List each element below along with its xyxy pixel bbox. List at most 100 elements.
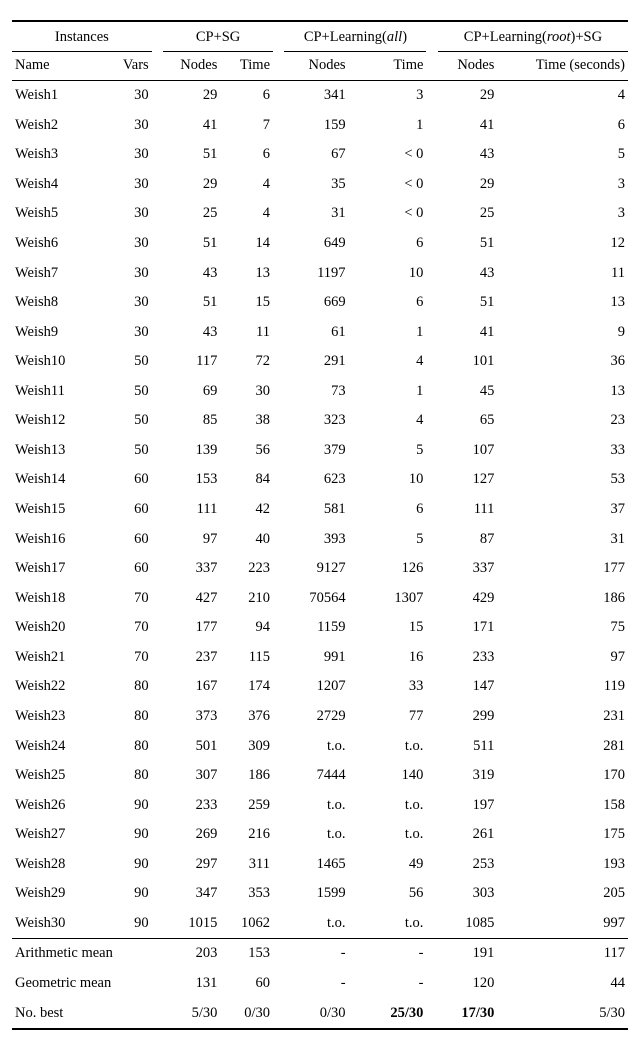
cell: 43 bbox=[163, 259, 220, 289]
cell: 51 bbox=[438, 288, 498, 318]
cell: 170 bbox=[497, 761, 628, 791]
table-row: Weish115069307314513 bbox=[12, 377, 628, 407]
cell: 0/30 bbox=[284, 999, 348, 1030]
cell: 30 bbox=[220, 377, 273, 407]
cell: Weish29 bbox=[12, 879, 106, 909]
cell: 6 bbox=[220, 81, 273, 111]
cell: 119 bbox=[497, 672, 628, 702]
cell: 15 bbox=[349, 613, 427, 643]
cell: 41 bbox=[438, 318, 498, 348]
table-row: Weish53025431< 0253 bbox=[12, 199, 628, 229]
col-group-cpsg: CP+SG bbox=[163, 21, 273, 51]
cell: 90 bbox=[106, 820, 152, 850]
cell: 70 bbox=[106, 613, 152, 643]
cell: 337 bbox=[438, 554, 498, 584]
cell: 171 bbox=[438, 613, 498, 643]
cell: 49 bbox=[349, 850, 427, 880]
cell: 25/30 bbox=[349, 999, 427, 1030]
cell: 4 bbox=[349, 406, 427, 436]
cell: 40 bbox=[220, 525, 273, 555]
cell: 90 bbox=[106, 791, 152, 821]
cell: 153 bbox=[163, 465, 220, 495]
cell: t.o. bbox=[284, 732, 348, 762]
cell: Geometric mean bbox=[12, 969, 152, 999]
cell: 353 bbox=[220, 879, 273, 909]
table-row: Weish1250853832346523 bbox=[12, 406, 628, 436]
cell: 159 bbox=[284, 111, 348, 141]
table-row: Weish20701779411591517175 bbox=[12, 613, 628, 643]
cell: 72 bbox=[220, 347, 273, 377]
cell: 56 bbox=[349, 879, 427, 909]
cell: t.o. bbox=[284, 909, 348, 939]
cell: 623 bbox=[284, 465, 348, 495]
cell: 997 bbox=[497, 909, 628, 939]
cell: 33 bbox=[349, 672, 427, 702]
cell: 90 bbox=[106, 850, 152, 880]
col-time1: Time bbox=[220, 51, 273, 81]
cell: 311 bbox=[220, 850, 273, 880]
cell: 17/30 bbox=[438, 999, 498, 1030]
cell: 1159 bbox=[284, 613, 348, 643]
cell: 4 bbox=[497, 81, 628, 111]
cell: 347 bbox=[163, 879, 220, 909]
cell: 60 bbox=[106, 495, 152, 525]
cell: 36 bbox=[497, 347, 628, 377]
col-group-instances: Instances bbox=[12, 21, 152, 51]
cell: 30 bbox=[106, 111, 152, 141]
cell: 30 bbox=[106, 288, 152, 318]
cell: 30 bbox=[106, 259, 152, 289]
cell: 111 bbox=[163, 495, 220, 525]
cell: 87 bbox=[438, 525, 498, 555]
cell: 12 bbox=[497, 229, 628, 259]
table-row: Weish2280167174120733147119 bbox=[12, 672, 628, 702]
cell: 1 bbox=[349, 318, 427, 348]
cell: 186 bbox=[220, 761, 273, 791]
cell: - bbox=[349, 939, 427, 969]
cell: 97 bbox=[497, 643, 628, 673]
cell: 501 bbox=[163, 732, 220, 762]
cell: 309 bbox=[220, 732, 273, 762]
cell: t.o. bbox=[349, 820, 427, 850]
cell: 131 bbox=[163, 969, 220, 999]
cell: 117 bbox=[497, 939, 628, 969]
cell: - bbox=[284, 969, 348, 999]
cell: 427 bbox=[163, 584, 220, 614]
cell: 319 bbox=[438, 761, 498, 791]
cell: 25 bbox=[163, 199, 220, 229]
cell: 0/30 bbox=[220, 999, 273, 1030]
table-row: Weish25803071867444140319170 bbox=[12, 761, 628, 791]
cell: Weish1 bbox=[12, 81, 106, 111]
cell: Weish18 bbox=[12, 584, 106, 614]
cell: 307 bbox=[163, 761, 220, 791]
cell: Weish8 bbox=[12, 288, 106, 318]
table-row: Weish43029435< 0293 bbox=[12, 170, 628, 200]
cell: 4 bbox=[220, 199, 273, 229]
cell: 253 bbox=[438, 850, 498, 880]
cell: 80 bbox=[106, 672, 152, 702]
cell: 31 bbox=[497, 525, 628, 555]
cell: 80 bbox=[106, 702, 152, 732]
col-group-cp-root-sg: CP+Learning(root)+SG bbox=[438, 21, 628, 51]
cell: 6 bbox=[220, 140, 273, 170]
cell: 80 bbox=[106, 732, 152, 762]
cell: 5/30 bbox=[497, 999, 628, 1030]
cell: 1599 bbox=[284, 879, 348, 909]
table-row: Weish33051667< 0435 bbox=[12, 140, 628, 170]
cell: < 0 bbox=[349, 170, 427, 200]
cell: 70564 bbox=[284, 584, 348, 614]
cell: 29 bbox=[438, 81, 498, 111]
cell: 233 bbox=[163, 791, 220, 821]
cell: Weish21 bbox=[12, 643, 106, 673]
cell: 203 bbox=[163, 939, 220, 969]
cell: Weish28 bbox=[12, 850, 106, 880]
cell: 56 bbox=[220, 436, 273, 466]
cell: 10 bbox=[349, 465, 427, 495]
cell: 4 bbox=[349, 347, 427, 377]
cell: 10 bbox=[349, 259, 427, 289]
cell: Arithmetic mean bbox=[12, 939, 152, 969]
cell: 3 bbox=[497, 199, 628, 229]
cell: 323 bbox=[284, 406, 348, 436]
cell: 126 bbox=[349, 554, 427, 584]
cell: Weish6 bbox=[12, 229, 106, 259]
cell: 44 bbox=[497, 969, 628, 999]
